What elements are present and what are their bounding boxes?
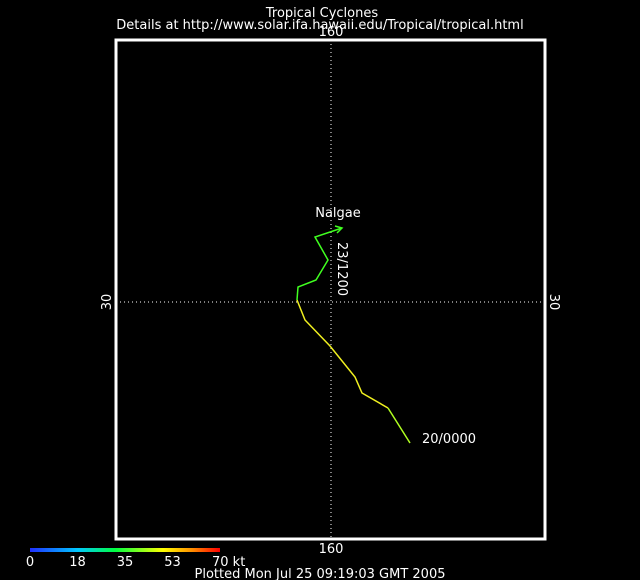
lat-label: 30 (546, 294, 561, 311)
lon-label: 160 (319, 25, 344, 40)
title: Tropical Cyclones (265, 6, 378, 21)
time-label: 20/0000 (422, 432, 476, 447)
footer: Plotted Mon Jul 25 09:19:03 GMT 2005 (195, 567, 446, 580)
colorbar-tick-label: 70 kt (212, 555, 245, 570)
time-label: 23/1200 (334, 242, 349, 296)
colorbar (30, 548, 220, 552)
subtitle: Details at http://www.solar.ifa.hawaii.e… (116, 18, 523, 33)
colorbar-tick-label: 18 (69, 555, 86, 570)
lat-label: 30 (100, 294, 115, 311)
storm-track (296, 225, 411, 444)
colorbar-tick-label: 53 (164, 555, 181, 570)
lon-label: 160 (319, 542, 344, 557)
colorbar-tick-label: 0 (26, 555, 34, 570)
colorbar-tick-label: 35 (117, 555, 134, 570)
storm-name: Nalgae (315, 206, 361, 221)
